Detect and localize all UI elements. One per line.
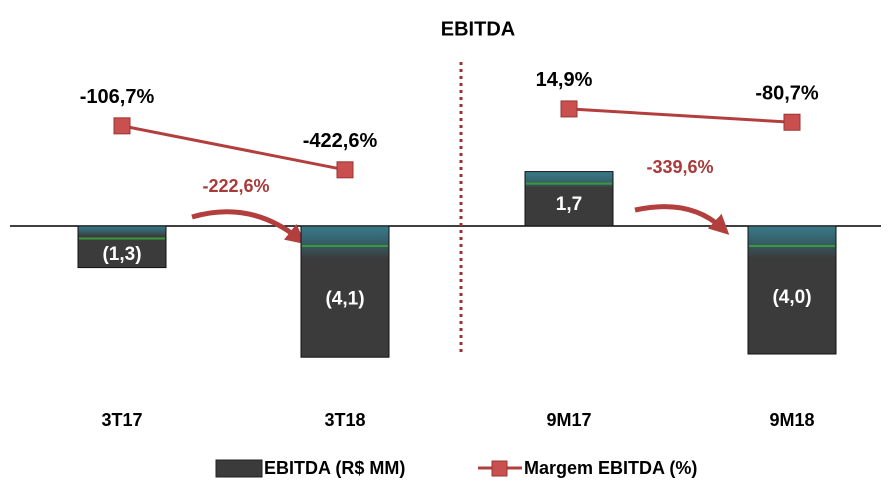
data-label: (4,0) — [772, 287, 811, 308]
data-label: -422,6% — [303, 130, 378, 152]
annotation: -222,6% — [202, 176, 269, 196]
data-label: (1,3) — [102, 244, 141, 265]
x-tick-label: 9M18 — [769, 410, 814, 430]
line-segment — [568, 107, 793, 124]
bar — [747, 225, 837, 355]
annotation: -339,6% — [646, 157, 713, 177]
data-label: 1,7 — [556, 194, 582, 215]
bar — [77, 225, 167, 269]
x-tick-label: 9M17 — [546, 410, 591, 430]
data-label: -80,7% — [755, 83, 819, 105]
arrow — [191, 209, 306, 245]
x-tick-label: 3T18 — [324, 410, 365, 430]
data-label: (4,1) — [325, 289, 364, 310]
data-label: 14,9% — [536, 69, 593, 91]
legend-label: Margem EBITDA (%) — [524, 458, 697, 478]
legend-swatch — [491, 460, 508, 477]
line-marker — [560, 100, 578, 118]
line-marker — [783, 113, 801, 131]
chart-title: EBITDA — [441, 18, 515, 40]
legend-label: EBITDA (R$ MM) — [264, 458, 405, 478]
x-tick-label: 3T17 — [101, 410, 142, 430]
line-marker — [113, 117, 131, 135]
bar — [300, 225, 390, 358]
legend-swatch — [215, 459, 263, 478]
bar — [524, 171, 614, 227]
data-label: -106,7% — [80, 86, 155, 108]
arrow — [634, 204, 730, 235]
line-segment — [121, 124, 346, 172]
line-marker — [336, 161, 354, 179]
